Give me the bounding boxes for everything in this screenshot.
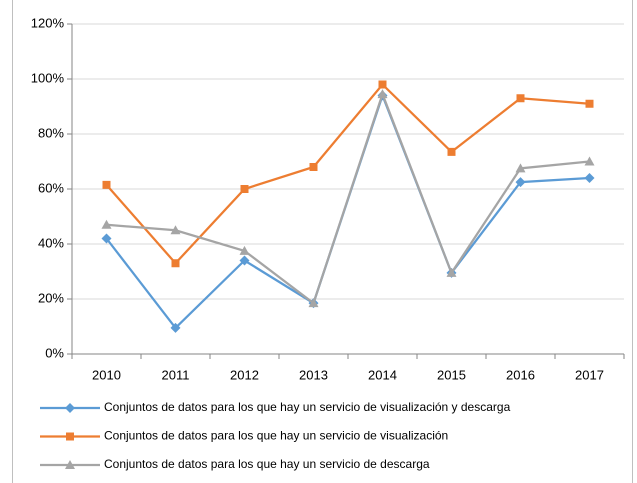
marker [515, 163, 526, 173]
marker [378, 80, 387, 89]
marker [240, 185, 249, 193]
y-tick-label: 60% [38, 180, 64, 195]
marker [309, 163, 318, 171]
marker [515, 177, 526, 188]
marker [171, 259, 180, 268]
x-tick-label: 2016 [506, 367, 535, 382]
marker [239, 245, 250, 255]
marker [584, 173, 595, 183]
marker [101, 219, 112, 229]
y-tick-label: 0% [45, 345, 64, 360]
marker [308, 298, 319, 308]
marker [516, 94, 525, 103]
marker [585, 99, 594, 108]
x-tick-label: 2017 [575, 367, 604, 382]
marker [65, 403, 75, 413]
x-tick-label: 2010 [92, 367, 121, 382]
marker [239, 255, 250, 266]
marker [66, 432, 74, 441]
x-tick-label: 2015 [437, 367, 466, 382]
marker [377, 89, 388, 99]
y-tick-label: 40% [38, 235, 64, 250]
marker [447, 147, 456, 156]
chart-border [12, 0, 633, 483]
marker [584, 156, 595, 166]
marker [65, 460, 75, 469]
y-tick-label: 20% [38, 290, 64, 305]
x-tick-label: 2012 [230, 367, 259, 382]
marker [446, 267, 457, 277]
marker [170, 322, 181, 333]
legend-label: Conjuntos de datos para los que hay un s… [104, 457, 430, 471]
marker [101, 233, 112, 244]
y-tick-label: 100% [31, 70, 65, 85]
series-line [105, 82, 590, 265]
marker [170, 225, 181, 235]
legend-label: Conjuntos de datos para los que hay un s… [104, 429, 448, 443]
series-line [106, 90, 590, 305]
series-line [105, 92, 590, 330]
y-tick-label: 120% [31, 15, 65, 30]
x-tick-label: 2011 [162, 367, 190, 382]
legend-label: Conjuntos de datos para los que hay un s… [104, 400, 511, 414]
marker [102, 180, 111, 189]
x-tick-label: 2014 [368, 367, 397, 382]
x-tick-label: 2013 [299, 367, 328, 382]
y-tick-label: 80% [38, 125, 64, 140]
